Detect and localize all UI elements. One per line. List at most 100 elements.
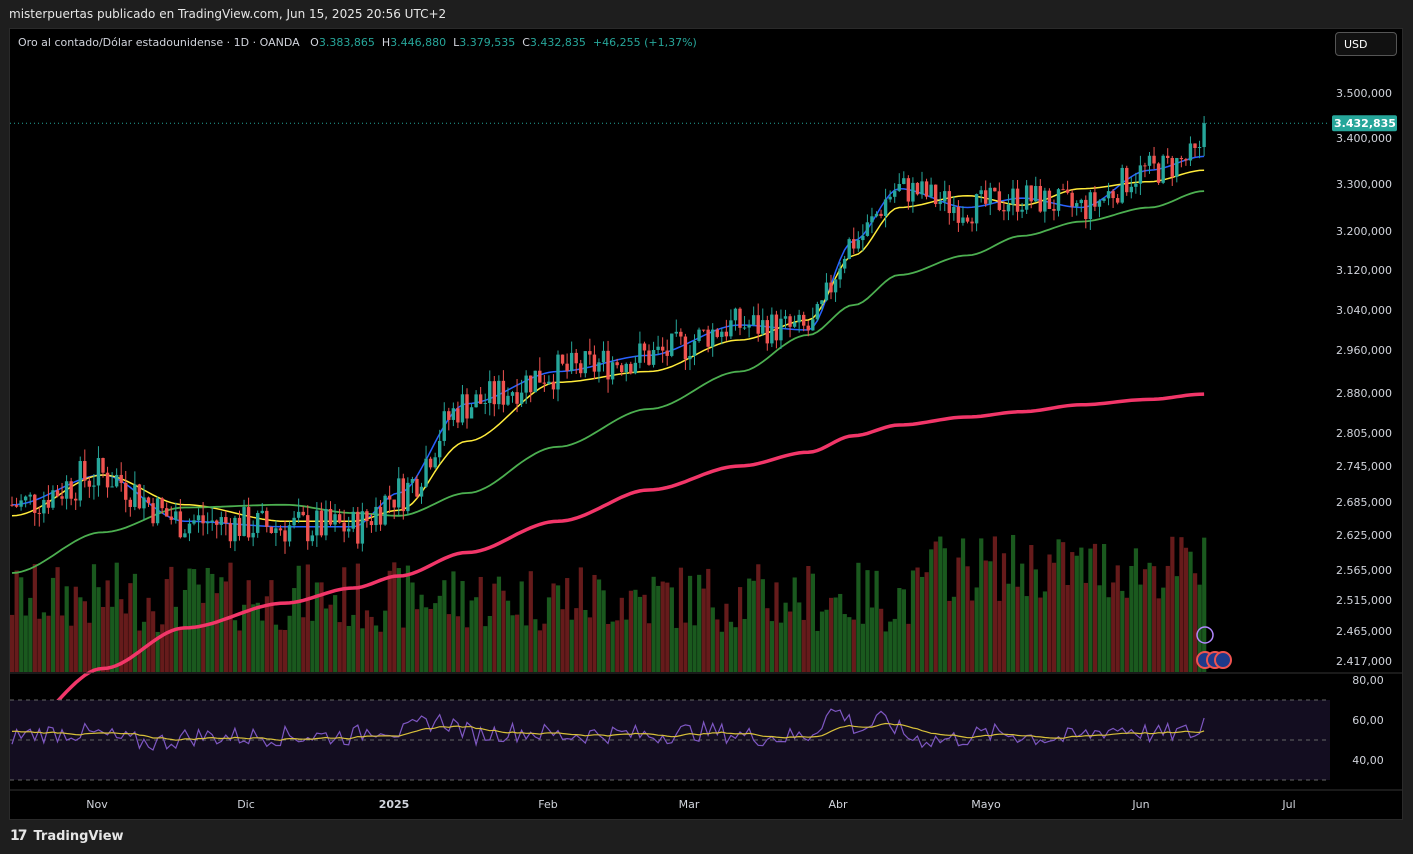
volume-bar	[1165, 565, 1170, 672]
candle-body	[174, 511, 178, 520]
candle-body	[465, 394, 469, 419]
volume-bar	[960, 538, 966, 672]
volume-bar	[269, 580, 274, 672]
time-tick-label: Dic	[237, 798, 255, 811]
candle-body	[583, 351, 587, 374]
volume-bar	[810, 573, 815, 672]
candle-body	[283, 530, 287, 542]
volume-bar	[378, 631, 383, 672]
open-label: O	[310, 36, 319, 49]
symbol-legend: Oro al contado/Dólar estadounidense · 1D…	[18, 36, 697, 49]
candle-body	[779, 318, 783, 341]
candle-body	[260, 510, 264, 514]
volume-bar	[865, 570, 870, 672]
volume-bar	[169, 566, 174, 672]
candle-body	[183, 533, 187, 538]
volume-bar	[756, 564, 761, 672]
volume-bar	[283, 629, 288, 672]
volume-bar	[856, 562, 861, 672]
volume-bar	[1111, 582, 1116, 672]
low-label: L	[453, 36, 460, 49]
volume-bar	[1102, 544, 1107, 672]
open-value: 3.383,865	[318, 36, 375, 49]
volume-bar	[1074, 555, 1079, 672]
volume-bar	[1051, 562, 1057, 672]
candle-body	[724, 331, 729, 337]
candle-body	[1079, 199, 1083, 204]
candle-body	[811, 319, 815, 331]
volume-bar	[665, 582, 670, 672]
candle-body	[278, 528, 283, 531]
volume-bar	[1188, 551, 1193, 672]
candle-body	[592, 354, 597, 372]
close-label: C	[522, 36, 530, 49]
candle-body	[647, 350, 651, 365]
candle-body	[23, 496, 28, 501]
volume-bar	[433, 603, 438, 672]
volume-bar	[1020, 563, 1025, 672]
volume-bar	[997, 600, 1002, 672]
candle-body	[920, 181, 924, 195]
volume-bar	[50, 577, 56, 672]
candle-body	[242, 507, 246, 536]
candle-body	[51, 490, 55, 508]
volume-bar	[1106, 597, 1111, 672]
candle-body	[965, 217, 970, 222]
last-price-label: 3.432,835	[1334, 117, 1396, 130]
volume-bar	[788, 611, 793, 672]
candle-body	[597, 362, 601, 372]
candle-body	[64, 481, 69, 499]
volume-bar	[73, 586, 78, 672]
candle-body	[638, 343, 642, 363]
volume-bar	[428, 608, 433, 672]
volume-bar	[774, 582, 779, 672]
candle-body	[510, 392, 515, 396]
rsi-tick-label: 40,00	[1352, 754, 1384, 767]
currency-button[interactable]: USD	[1335, 32, 1397, 56]
volume-bar	[383, 610, 388, 672]
candle-body	[383, 495, 387, 525]
volume-bar	[310, 620, 315, 672]
volume-bar	[719, 631, 724, 672]
candle-body	[438, 440, 442, 458]
candle-body	[829, 282, 833, 293]
candle-body	[28, 494, 32, 497]
volume-bar	[710, 607, 715, 672]
candle-body	[1029, 185, 1033, 202]
volume-bar	[1147, 562, 1152, 672]
volume-bar	[255, 602, 260, 672]
candle-body	[1102, 198, 1106, 201]
candle-body	[1065, 189, 1070, 193]
candle-body	[124, 482, 128, 500]
candle-body	[1179, 157, 1184, 160]
price-tick-label: 3.040,000	[1336, 304, 1392, 317]
candle-body	[219, 517, 223, 525]
candle-body	[110, 486, 114, 488]
volume-bar	[1015, 586, 1020, 672]
price-tick-label: 2.880,000	[1336, 387, 1392, 400]
volume-bar	[565, 578, 570, 672]
candle-body	[74, 498, 78, 501]
candle-body	[897, 183, 901, 191]
volume-bar	[1202, 537, 1207, 672]
volume-bar	[292, 588, 297, 672]
volume-bar	[1124, 597, 1129, 672]
candle-body	[770, 314, 774, 344]
candle-body	[893, 190, 897, 197]
volume-bar	[41, 612, 47, 672]
volume-bar	[323, 608, 329, 672]
footer-brand[interactable]: 17 TradingView	[10, 828, 124, 844]
candle-body	[151, 503, 155, 524]
volume-bar	[706, 568, 711, 672]
volume-bar	[610, 621, 615, 672]
volume-bar	[465, 627, 470, 672]
candle-body	[1006, 204, 1011, 212]
candle-body	[351, 511, 355, 529]
volume-bar	[19, 577, 24, 672]
candle-body	[924, 181, 929, 197]
candle-body	[906, 178, 911, 202]
volume-bar	[319, 582, 324, 672]
volume-bar	[687, 575, 693, 672]
volume-bar	[1174, 576, 1179, 672]
